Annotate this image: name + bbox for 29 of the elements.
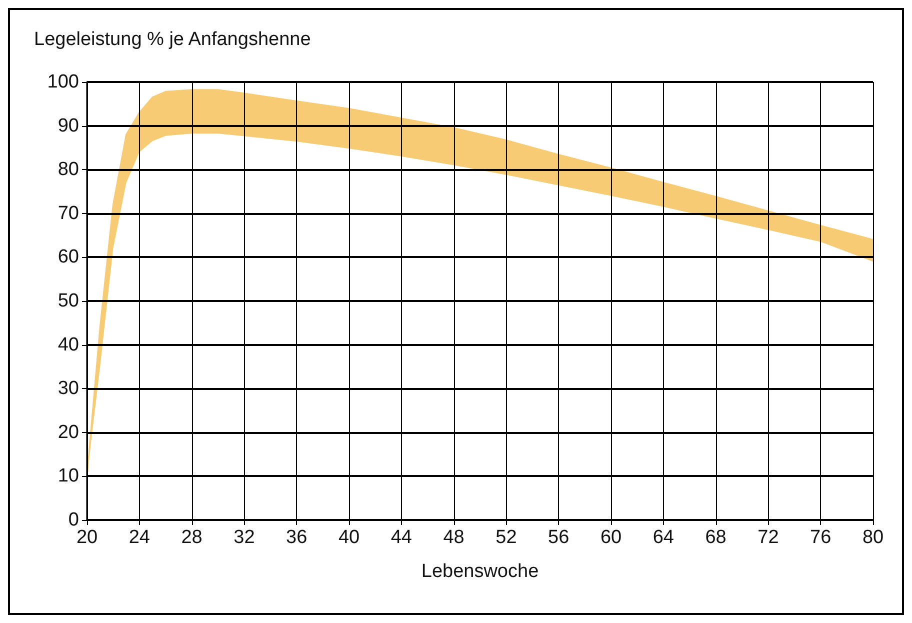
x-tick-label: 32 [234, 527, 255, 548]
x-tick-label: 48 [443, 527, 464, 548]
x-tick-label: 28 [181, 527, 202, 548]
y-tick-label: 90 [58, 115, 79, 136]
x-tick-label: 24 [128, 527, 150, 548]
x-tick-label: 20 [76, 527, 98, 548]
x-tick-label: 76 [810, 527, 832, 548]
y-tick-label: 0 [68, 510, 79, 530]
x-tick-label: 36 [286, 527, 308, 548]
y-tick-label: 20 [58, 422, 79, 443]
x-tick-label: 60 [600, 527, 622, 548]
y-axis-title: Legeleistung % je Anfangshenne [34, 29, 311, 50]
x-tick-label: 52 [496, 527, 517, 548]
x-tick-label: 44 [390, 527, 412, 548]
y-tick-label: 70 [58, 202, 79, 224]
y-tick-label: 10 [58, 466, 79, 487]
x-tick-label: 72 [758, 527, 779, 548]
x-tick-label: 40 [338, 527, 360, 548]
y-tick-label: 50 [58, 290, 79, 312]
y-tick-label: 60 [58, 246, 79, 268]
y-tick-label: 80 [58, 159, 79, 180]
y-tick-label: 40 [58, 334, 79, 356]
y-tick-label: 100 [47, 72, 79, 92]
y-tick-label: 30 [58, 378, 79, 400]
x-axis-title: Lebenswoche [421, 561, 539, 582]
x-tick-label: 68 [705, 527, 726, 548]
x-tick-label: 64 [652, 527, 674, 548]
x-tick-label: 56 [548, 527, 570, 548]
x-tick-label: 80 [862, 527, 884, 548]
